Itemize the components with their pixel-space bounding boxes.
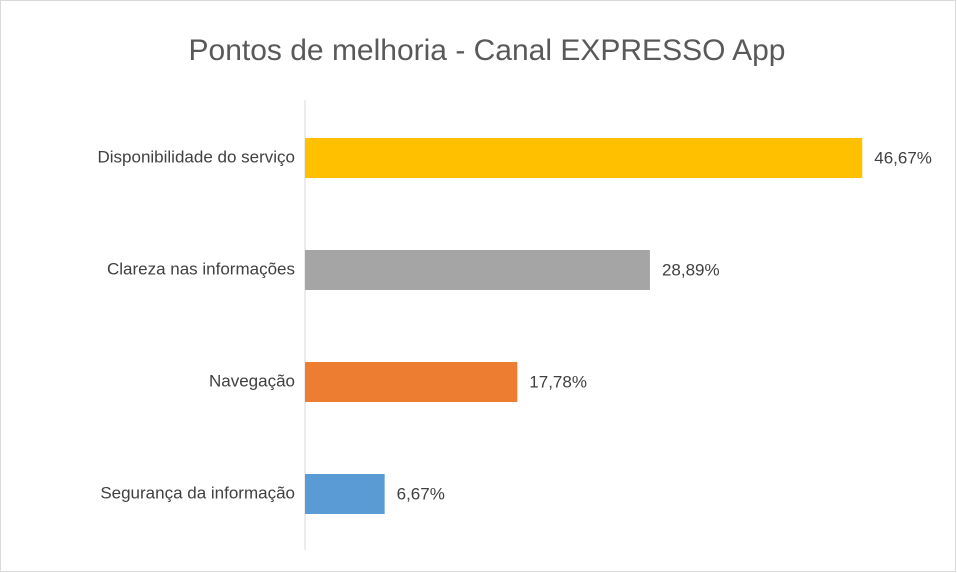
chart-title: Pontos de melhoria - Canal EXPRESSO App [189,34,786,67]
y-tick-label: Navegação [209,371,295,390]
data-label: 28,89% [662,260,720,279]
data-label: 17,78% [529,372,587,391]
data-label: 6,67% [397,484,445,503]
bar [305,138,863,178]
y-tick-label: Disponibilidade do serviço [97,147,295,166]
y-tick-label: Clareza nas informações [107,259,295,278]
y-tick-label: Segurança da informação [100,483,295,502]
bar [305,362,518,402]
bar [305,474,385,514]
data-label: 46,67% [874,148,932,167]
bar [305,250,650,290]
